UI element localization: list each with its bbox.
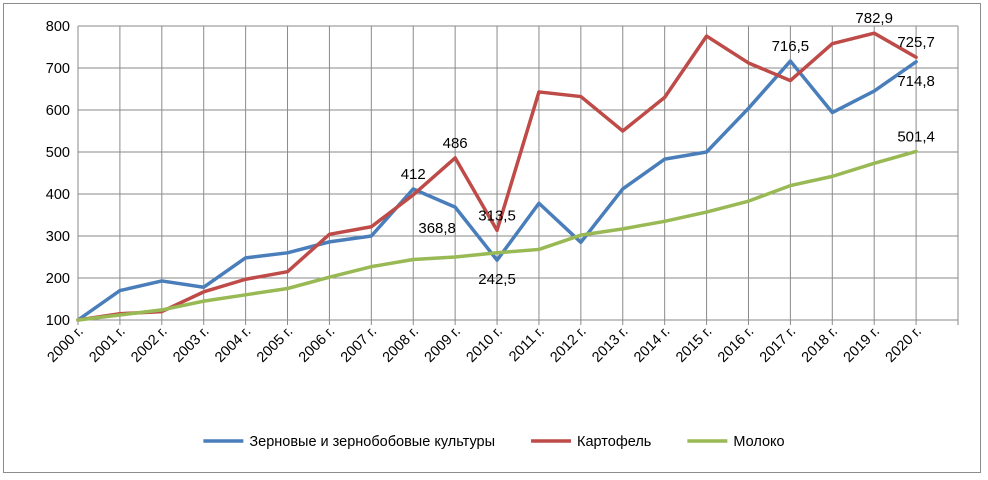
x-tick-label: 2006 г. (296, 324, 338, 366)
series-line (76, 149, 918, 322)
data-label: 501,4 (897, 128, 935, 145)
grid-lines (77, 25, 959, 325)
x-tick-label: 2015 г. (673, 324, 715, 366)
legend-item-label: Молоко (733, 434, 784, 450)
data-label: 716,5 (772, 38, 810, 55)
y-tick-label: 700 (46, 61, 70, 77)
data-label: 725,7 (897, 34, 935, 51)
x-tick-label: 2002 г. (128, 324, 170, 366)
x-tick-label: 2004 г. (212, 324, 254, 366)
y-tick-label: 100 (46, 313, 70, 329)
y-tick-label: 300 (46, 229, 70, 245)
data-label: 412 (401, 166, 426, 183)
data-label: 313,5 (478, 207, 516, 224)
y-tick-label: 500 (46, 145, 70, 161)
legend: Зерновые и зернобобовые культуры Картофел… (203, 434, 785, 450)
x-tick-label: 2007 г. (338, 324, 380, 366)
data-label: 242,5 (478, 271, 516, 288)
x-tick-label: 2000 г. (45, 324, 87, 366)
y-tick-label: 200 (46, 271, 70, 287)
x-tick-label: 2019 г. (841, 324, 883, 366)
series-line (76, 31, 918, 322)
x-tick-label: 2008 г. (380, 324, 422, 366)
x-tick-label: 2010 г. (464, 324, 506, 366)
chart-frame (3, 3, 981, 473)
y-tick-label: 800 (46, 19, 70, 35)
x-axis-ticks: 2000 г. 2001 г. 2002 г. 2003 г. 2004 г. 2005 … (45, 324, 925, 366)
x-tick-label: 2018 г. (799, 324, 841, 366)
x-tick-label: 2012 г. (547, 324, 589, 366)
x-tick-label: 2017 г. (757, 324, 799, 366)
data-label: 714,8 (897, 73, 935, 90)
x-tick-label: 2020 г. (883, 324, 925, 366)
data-label: 486 (443, 135, 468, 152)
x-tick-label: 2016 г. (715, 324, 757, 366)
x-tick-label: 2011 г. (506, 324, 548, 366)
x-tick-label: 2013 г. (589, 324, 631, 366)
data-label: 782,9 (855, 10, 893, 27)
series-line (76, 59, 918, 322)
x-tick-label: 2009 г. (422, 324, 464, 366)
y-axis-ticks: 100 200 300 400 500 600 700 800 (46, 19, 70, 329)
x-tick-label: 2003 г. (170, 324, 212, 366)
y-tick-label: 600 (46, 103, 70, 119)
legend-item-label: Зерновые и зернобобовые культуры (249, 434, 495, 450)
x-tick-label: 2005 г. (254, 324, 296, 366)
x-tick-label: 2014 г. (631, 324, 673, 366)
data-label: 368,8 (418, 220, 456, 237)
legend-item-label: Картофель (577, 434, 651, 450)
data-labels: 412 368,8 242,5 716,5 714,8 486 313,5 782,9725,… (401, 10, 935, 288)
x-tick-label: 2001 г. (86, 324, 128, 366)
series-lines (76, 31, 918, 322)
y-tick-label: 400 (46, 187, 70, 203)
